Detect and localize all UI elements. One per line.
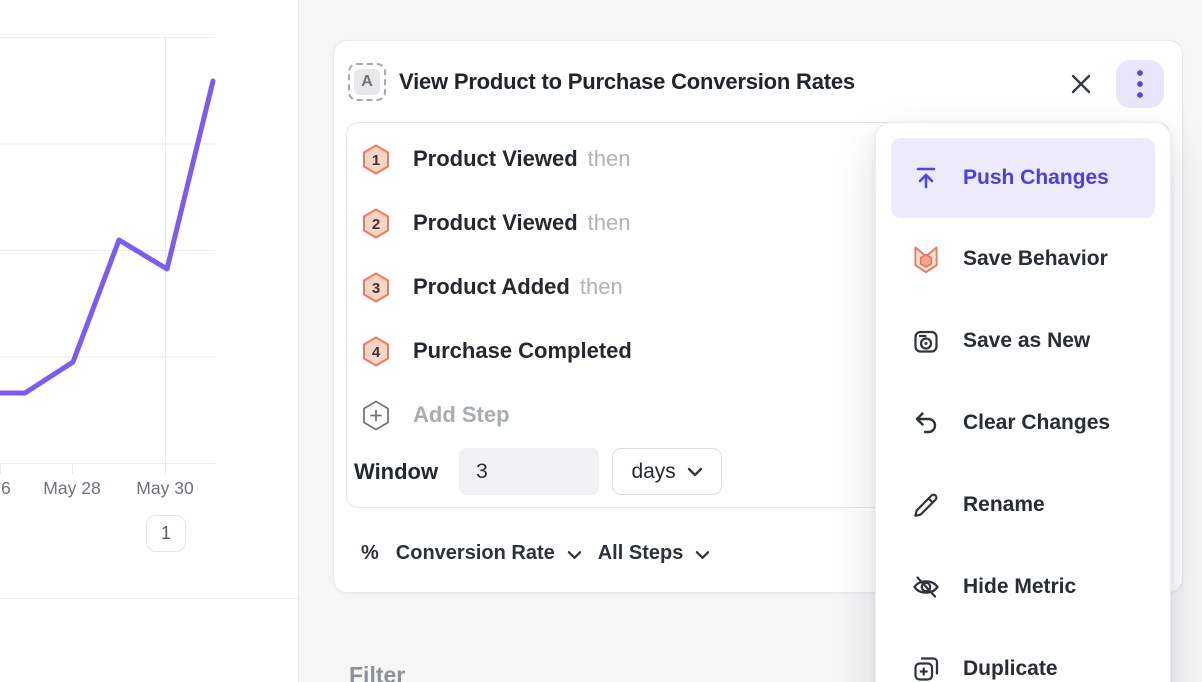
menu-item-label: Push Changes bbox=[963, 166, 1109, 189]
duplicate-icon bbox=[911, 652, 941, 682]
step-number-hexagon-icon: 3 bbox=[362, 272, 390, 303]
editor-panel-background: A View Product to Purchase Conversion Ra… bbox=[299, 0, 1202, 682]
menu-item-duplicate[interactable]: Duplicate bbox=[891, 628, 1155, 682]
chart-panel: May 26 May 28 May 30 1 bbox=[0, 0, 299, 682]
metric-series-badge-letter: A bbox=[354, 68, 380, 95]
step-number: 3 bbox=[372, 280, 380, 297]
horizontal-divider bbox=[0, 598, 298, 599]
menu-item-clear-changes[interactable]: Clear Changes bbox=[891, 382, 1155, 464]
metric-series-badge[interactable]: A bbox=[348, 62, 386, 101]
step-number-hexagon-icon: 4 bbox=[362, 336, 390, 367]
metric-type-label: Conversion Rate bbox=[395, 541, 555, 564]
menu-item-label: Duplicate bbox=[963, 657, 1058, 680]
menu-item-rename[interactable]: Rename bbox=[891, 464, 1155, 546]
add-step-hexagon-plus-icon bbox=[362, 400, 390, 431]
step-then-label: then bbox=[579, 274, 623, 299]
menu-item-save-as-new[interactable]: Save as New bbox=[891, 300, 1155, 382]
funnel-step-1[interactable]: 1 Product Viewed then bbox=[347, 127, 1169, 191]
menu-item-label: Hide Metric bbox=[963, 575, 1077, 598]
window-unit-value: days bbox=[631, 459, 676, 483]
menu-item-save-behavior[interactable]: Save Behavior bbox=[891, 218, 1155, 300]
steps-scope-dropdown[interactable]: All Steps bbox=[598, 542, 711, 565]
menu-item-label: Rename bbox=[963, 493, 1045, 516]
chevron-down-icon bbox=[687, 467, 702, 476]
funnel-step-2[interactable]: 2 Product Viewed then bbox=[347, 191, 1169, 255]
behavior-badge-icon bbox=[911, 242, 941, 276]
more-options-button[interactable] bbox=[1116, 60, 1164, 108]
add-step-label: Add Step bbox=[413, 402, 510, 427]
step-event-name: Product Viewed bbox=[413, 146, 578, 171]
menu-item-push-changes[interactable]: Push Changes bbox=[891, 138, 1155, 218]
pencil-icon bbox=[911, 488, 941, 522]
step-event-name: Product Added bbox=[413, 274, 570, 299]
step-then-label: then bbox=[587, 146, 631, 171]
undo-icon bbox=[911, 406, 941, 440]
step-number: 1 bbox=[372, 152, 380, 169]
add-step-button[interactable]: Add Step bbox=[347, 383, 1169, 447]
x-tick-label: May 30 bbox=[136, 478, 194, 498]
metric-title: View Product to Purchase Conversion Rate… bbox=[399, 68, 855, 94]
step-event-name: Purchase Completed bbox=[413, 338, 632, 363]
step-number: 4 bbox=[372, 344, 381, 361]
funnel-step-4[interactable]: 4 Purchase Completed bbox=[347, 319, 1169, 383]
kebab-menu-icon bbox=[1137, 70, 1143, 98]
chevron-down-icon bbox=[696, 550, 710, 559]
conversion-line bbox=[0, 78, 216, 396]
push-up-icon bbox=[911, 161, 941, 195]
window-value-input[interactable] bbox=[459, 448, 600, 495]
eye-off-icon bbox=[911, 570, 941, 604]
menu-item-label: Save as New bbox=[963, 329, 1091, 352]
pagination-page-button[interactable]: 1 bbox=[146, 515, 186, 552]
metric-type-dropdown[interactable]: Conversion Rate bbox=[396, 542, 582, 565]
menu-item-hide-metric[interactable]: Hide Metric bbox=[891, 546, 1155, 628]
metric-card-header: A View Product to Purchase Conversion Ra… bbox=[334, 41, 1182, 122]
chart-gridlines bbox=[0, 37, 215, 474]
step-number-hexagon-icon: 1 bbox=[362, 144, 390, 175]
x-tick-label: May 28 bbox=[43, 478, 101, 498]
window-unit-select[interactable]: days bbox=[612, 448, 723, 495]
context-menu: Push Changes Save Behavior bbox=[875, 122, 1171, 682]
close-button[interactable] bbox=[1062, 65, 1100, 103]
steps-scope-label: All Steps bbox=[597, 541, 684, 564]
close-icon bbox=[1071, 74, 1091, 94]
save-icon bbox=[911, 324, 941, 358]
menu-item-label: Clear Changes bbox=[963, 411, 1111, 434]
percent-icon: % bbox=[361, 541, 379, 564]
step-number-hexagon-icon: 2 bbox=[362, 208, 390, 239]
x-tick-label: May 26 bbox=[0, 478, 11, 498]
menu-item-label: Save Behavior bbox=[963, 247, 1108, 270]
window-label: Window bbox=[354, 458, 439, 484]
step-event-name: Product Viewed bbox=[413, 210, 578, 235]
filter-section-heading: Filter bbox=[349, 662, 406, 682]
chevron-down-icon bbox=[567, 550, 581, 559]
step-number: 2 bbox=[372, 216, 380, 233]
conversion-window-row: Window days bbox=[347, 448, 1169, 495]
funnel-step-3[interactable]: 3 Product Added then bbox=[347, 255, 1169, 319]
pagination-page-number: 1 bbox=[160, 523, 171, 543]
conversion-chart bbox=[0, 37, 216, 474]
step-then-label: then bbox=[587, 210, 631, 235]
metric-type-row: % Conversion Rate All Steps bbox=[361, 536, 710, 570]
